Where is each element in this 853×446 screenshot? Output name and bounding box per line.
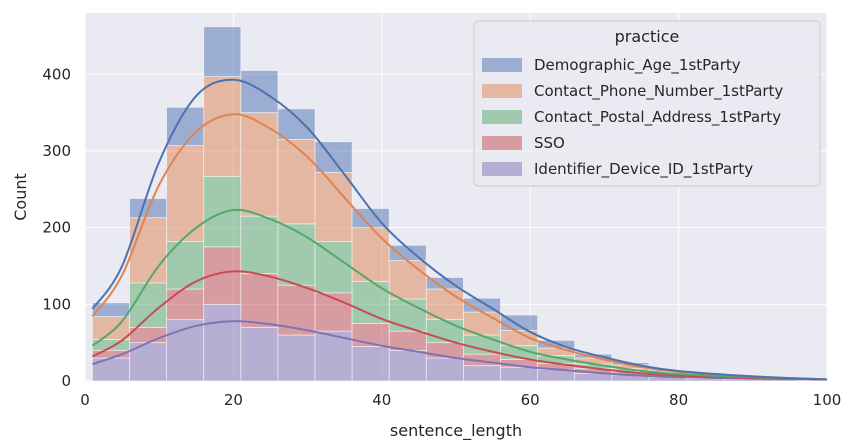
bar-Identifier_Device_ID_1stParty xyxy=(129,342,168,382)
bar-Identifier_Device_ID_1stParty xyxy=(240,326,279,382)
bar-Demographic_Age_1stParty xyxy=(277,108,316,140)
legend-title: practice xyxy=(615,27,680,46)
bar-Contact_Postal_Address_1stParty xyxy=(277,223,316,286)
bar-Contact_Postal_Address_1stParty xyxy=(240,215,279,275)
legend-label: Contact_Phone_Number_1stParty xyxy=(534,82,783,101)
bar-Identifier_Device_ID_1stParty xyxy=(425,357,464,382)
bar-Identifier_Device_ID_1stParty xyxy=(463,365,501,382)
bar-Identifier_Device_ID_1stParty xyxy=(277,334,316,382)
kde-SSO xyxy=(91,270,828,381)
legend-items: Demographic_Age_1stParty Contact_Phone_Nu… xyxy=(482,56,783,179)
bar-Identifier_Device_ID_1stParty xyxy=(500,366,539,382)
bar-Contact_Postal_Address_1stParty xyxy=(388,298,427,332)
y-tick-label: 300 xyxy=(42,142,71,160)
legend-swatch xyxy=(482,58,522,72)
bar-Contact_Phone_Number_1stParty xyxy=(388,260,427,300)
x-tick-label: 60 xyxy=(521,391,540,409)
bar-Contact_Phone_Number_1stParty xyxy=(203,76,242,177)
bar-Contact_Phone_Number_1stParty xyxy=(277,139,316,225)
y-tick-label: 0 xyxy=(61,372,71,390)
legend-box xyxy=(473,20,821,187)
kde-Demographic_Age_1stParty xyxy=(91,78,828,381)
bar-Demographic_Age_1stParty xyxy=(166,106,205,147)
legend-swatch xyxy=(482,110,522,124)
y-tick-label: 100 xyxy=(42,295,71,313)
y-tick-label: 200 xyxy=(42,219,71,237)
bar-Contact_Phone_Number_1stParty xyxy=(314,172,353,242)
legend-swatch xyxy=(482,162,522,176)
kde-Contact_Phone_Number_1stParty xyxy=(91,113,828,381)
kde-Identifier_Device_ID_1stParty xyxy=(92,320,828,381)
legend-label: Identifier_Device_ID_1stParty xyxy=(534,160,753,179)
bar-Demographic_Age_1stParty xyxy=(240,70,279,114)
tick-labels: 0 20 40 60 80 100 0 100 200 300 400 xyxy=(42,65,841,409)
bar-Contact_Postal_Address_1stParty xyxy=(314,241,353,294)
bar-Identifier_Device_ID_1stParty xyxy=(388,349,427,382)
x-tick-label: 20 xyxy=(224,391,243,409)
x-tick-label: 0 xyxy=(80,391,90,409)
bar-SSO xyxy=(240,273,279,328)
bar-Contact_Phone_Number_1stParty xyxy=(351,227,390,282)
bar-Contact_Postal_Address_1stParty xyxy=(351,280,390,324)
legend: practice Demographic_Age_1stParty Contact… xyxy=(473,20,821,187)
legend-label: Contact_Postal_Address_1stParty xyxy=(534,108,781,127)
x-axis-label: sentence_length xyxy=(390,421,522,441)
bar-SSO xyxy=(277,284,316,336)
bar-Identifier_Device_ID_1stParty xyxy=(574,372,613,382)
legend-swatch xyxy=(482,136,522,150)
bar-Identifier_Device_ID_1stParty xyxy=(314,330,353,382)
y-tick-label: 400 xyxy=(42,65,71,83)
kde-curves xyxy=(91,78,828,381)
bar-Demographic_Age_1stParty xyxy=(203,26,242,78)
legend-label: Demographic_Age_1stParty xyxy=(534,56,741,75)
bar-Demographic_Age_1stParty xyxy=(314,141,353,173)
bar-SSO xyxy=(166,288,205,321)
legend-swatch xyxy=(482,84,522,98)
bar-Identifier_Device_ID_1stParty xyxy=(203,303,242,382)
bar-Contact_Postal_Address_1stParty xyxy=(129,282,168,328)
kde-Contact_Postal_Address_1stParty xyxy=(91,208,828,381)
x-tick-label: 100 xyxy=(813,391,842,409)
legend-label: SSO xyxy=(534,134,565,152)
x-tick-label: 80 xyxy=(669,391,688,409)
y-axis-label: Count xyxy=(11,173,30,221)
bar-Contact_Postal_Address_1stParty xyxy=(203,175,242,248)
bar-Identifier_Device_ID_1stParty xyxy=(351,346,390,382)
bar-Contact_Phone_Number_1stParty xyxy=(240,112,279,217)
x-tick-label: 40 xyxy=(372,391,391,409)
bar-Contact_Phone_Number_1stParty xyxy=(129,217,168,284)
